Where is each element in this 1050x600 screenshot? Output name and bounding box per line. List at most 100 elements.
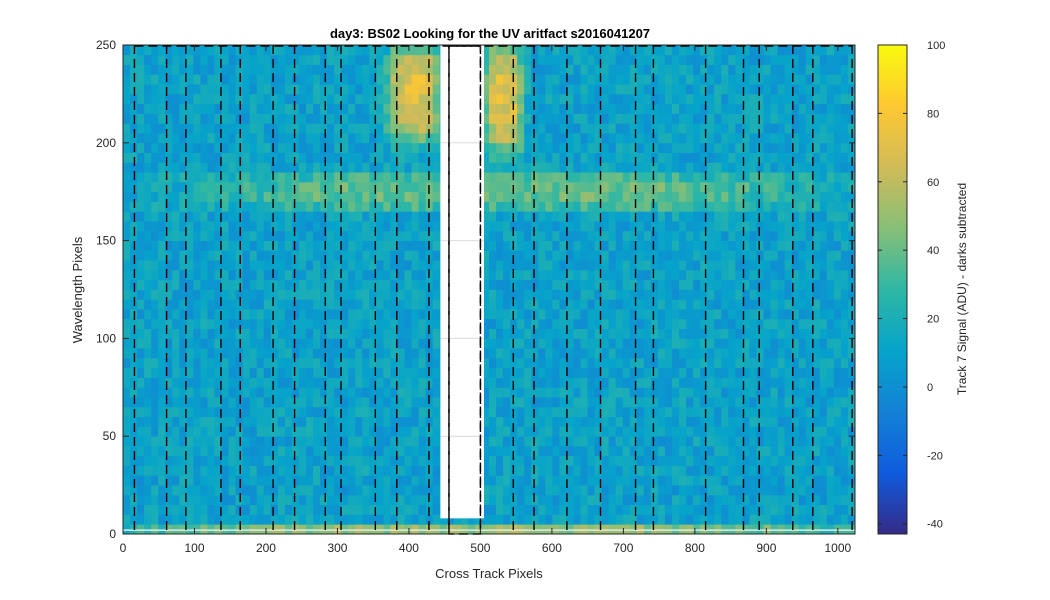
heatmap-cell bbox=[679, 387, 687, 398]
heatmap-cell bbox=[334, 289, 342, 300]
heatmap-cell bbox=[200, 367, 208, 378]
heatmap-cell bbox=[481, 221, 490, 232]
heatmap-cell bbox=[179, 465, 187, 476]
heatmap-cell bbox=[580, 103, 588, 114]
heatmap-cell bbox=[812, 367, 821, 378]
heatmap-cell bbox=[348, 201, 356, 212]
heatmap-cell bbox=[700, 279, 708, 290]
heatmap-cell bbox=[348, 221, 356, 232]
heatmap-cell bbox=[355, 426, 363, 437]
heatmap-cell bbox=[376, 426, 384, 437]
heatmap-cell bbox=[418, 465, 427, 476]
heatmap-cell bbox=[277, 465, 286, 476]
heatmap-cell bbox=[489, 123, 497, 134]
heatmap-cell bbox=[158, 162, 166, 173]
heatmap-cell bbox=[777, 221, 786, 232]
heatmap-cell bbox=[207, 162, 215, 173]
heatmap-cell bbox=[566, 338, 574, 349]
heatmap-cell bbox=[531, 250, 539, 261]
heatmap-cell bbox=[735, 123, 743, 134]
heatmap-cell bbox=[636, 103, 645, 114]
heatmap-cell bbox=[742, 436, 750, 447]
heatmap-cell bbox=[404, 475, 412, 486]
heatmap-cell bbox=[411, 485, 420, 496]
heatmap-cell bbox=[777, 426, 786, 437]
heatmap-cell bbox=[819, 455, 828, 466]
heatmap-cell bbox=[214, 485, 222, 496]
heatmap-cell bbox=[151, 191, 159, 202]
heatmap-cell bbox=[263, 133, 272, 144]
heatmap-cell bbox=[256, 221, 265, 232]
heatmap-cell bbox=[144, 465, 152, 476]
heatmap-cell bbox=[777, 524, 786, 535]
heatmap-cell bbox=[552, 74, 560, 85]
heatmap-cell bbox=[510, 162, 518, 173]
heatmap-cell bbox=[608, 504, 617, 515]
heatmap-cell bbox=[277, 485, 286, 496]
heatmap-cell bbox=[489, 181, 497, 193]
heatmap-cell bbox=[756, 367, 764, 378]
heatmap-cell bbox=[277, 357, 286, 369]
heatmap-cell bbox=[411, 445, 420, 457]
heatmap-cell bbox=[643, 406, 652, 418]
heatmap-cell bbox=[798, 279, 807, 290]
heatmap-cell bbox=[700, 504, 708, 515]
heatmap-cell bbox=[580, 465, 588, 476]
heatmap-cell bbox=[686, 377, 694, 388]
heatmap-cell bbox=[270, 289, 279, 300]
heatmap-cell bbox=[798, 299, 807, 310]
heatmap-cell bbox=[700, 318, 708, 330]
heatmap-cell bbox=[580, 445, 588, 457]
heatmap-cell bbox=[137, 142, 145, 153]
heatmap-cell bbox=[313, 74, 321, 85]
heatmap-cell bbox=[784, 445, 793, 457]
heatmap-cell bbox=[383, 211, 391, 222]
heatmap-cell bbox=[200, 406, 208, 418]
heatmap-cell bbox=[306, 172, 314, 183]
heatmap-cell bbox=[763, 475, 771, 486]
heatmap-cell bbox=[728, 250, 736, 261]
heatmap-cell bbox=[608, 367, 617, 378]
heatmap-cell bbox=[404, 240, 412, 251]
heatmap-cell bbox=[327, 152, 335, 163]
heatmap-cell bbox=[284, 162, 293, 173]
heatmap-cell bbox=[341, 181, 349, 193]
heatmap-cell bbox=[566, 397, 574, 408]
heatmap-cell bbox=[165, 142, 173, 153]
heatmap-cell bbox=[700, 289, 708, 300]
heatmap-cell bbox=[369, 455, 377, 466]
heatmap-cell bbox=[137, 357, 145, 369]
heatmap-cell bbox=[714, 250, 722, 261]
heatmap-cell bbox=[334, 123, 342, 134]
heatmap-cell bbox=[228, 494, 237, 506]
heatmap-cell bbox=[819, 240, 828, 251]
heatmap-cell bbox=[538, 289, 546, 300]
heatmap-cell bbox=[580, 348, 588, 359]
heatmap-cell bbox=[784, 162, 793, 173]
heatmap-cell bbox=[411, 504, 420, 515]
heatmap-cell bbox=[615, 74, 624, 85]
heatmap-cell bbox=[510, 133, 518, 144]
heatmap-cell bbox=[559, 152, 567, 163]
heatmap-cell bbox=[165, 367, 173, 378]
heatmap-cell bbox=[580, 152, 588, 163]
heatmap-cell bbox=[756, 84, 764, 95]
heatmap-cell bbox=[376, 494, 384, 506]
heatmap-cell bbox=[594, 84, 603, 95]
heatmap-cell bbox=[545, 416, 553, 427]
heatmap-cell bbox=[770, 318, 778, 330]
heatmap-cell bbox=[735, 64, 743, 75]
heatmap-cell bbox=[291, 211, 300, 222]
heatmap-cell bbox=[650, 485, 659, 496]
heatmap-cell bbox=[207, 64, 215, 75]
heatmap-cell bbox=[334, 260, 342, 271]
heatmap-cell bbox=[679, 240, 687, 251]
heatmap-cell bbox=[643, 279, 652, 290]
heatmap-cell bbox=[622, 514, 631, 525]
heatmap-cell bbox=[559, 240, 567, 251]
heatmap-cell bbox=[235, 416, 244, 427]
heatmap-cell bbox=[291, 514, 300, 525]
heatmap-cell bbox=[263, 54, 272, 65]
heatmap-cell bbox=[221, 152, 229, 163]
heatmap-cell bbox=[735, 269, 743, 281]
